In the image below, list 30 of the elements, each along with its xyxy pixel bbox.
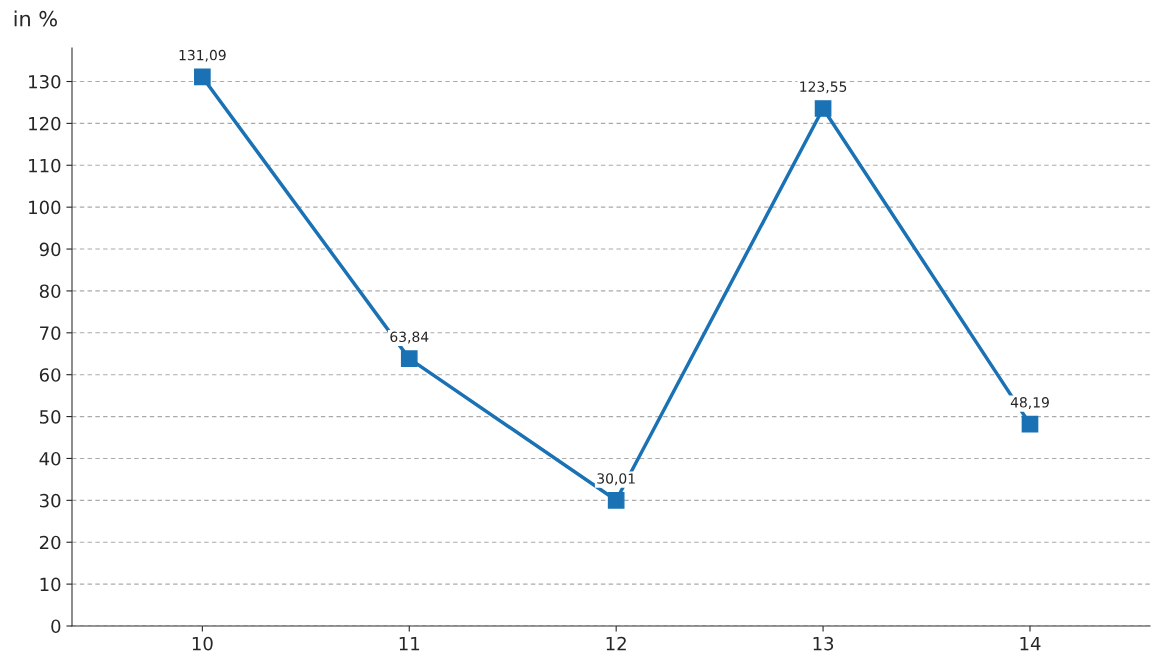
data-label: 48,19: [1010, 397, 1049, 409]
y-tick-label: 0: [51, 619, 61, 634]
data-label: 30,01: [597, 473, 635, 486]
y-axis-title: in %: [14, 10, 57, 27]
y-tick-label: 90: [39, 242, 61, 257]
y-tick-label: 130: [29, 74, 61, 89]
data-label: 131,09: [179, 49, 226, 62]
y-tick-label: 20: [39, 535, 61, 550]
data-label: 123,55: [800, 81, 847, 94]
data-label: 63,84: [390, 331, 429, 344]
y-tick-label: 70: [40, 326, 61, 340]
x-tick-label: 14: [1020, 636, 1041, 651]
point: [194, 68, 211, 86]
point: [400, 350, 418, 367]
y-tick-label: 100: [29, 200, 61, 215]
point: [1021, 415, 1039, 433]
y-tick-label: 60: [39, 368, 61, 382]
y-tick-label: 120: [29, 116, 61, 131]
y-tick-label: 10: [40, 577, 61, 592]
x-tick-label: 10: [192, 636, 213, 651]
y-tick-label: 110: [29, 158, 61, 173]
y-tick-label: 80: [39, 284, 61, 299]
y-tick-label: 50: [40, 410, 61, 424]
y-tick-label: 30: [39, 493, 61, 508]
x-tick-label: 13: [813, 636, 834, 651]
x-tick-label: 12: [606, 636, 626, 651]
point: [814, 100, 832, 117]
point: [607, 491, 625, 509]
y-tick-label: 40: [39, 451, 61, 466]
x-tick-label: 11: [399, 636, 420, 651]
